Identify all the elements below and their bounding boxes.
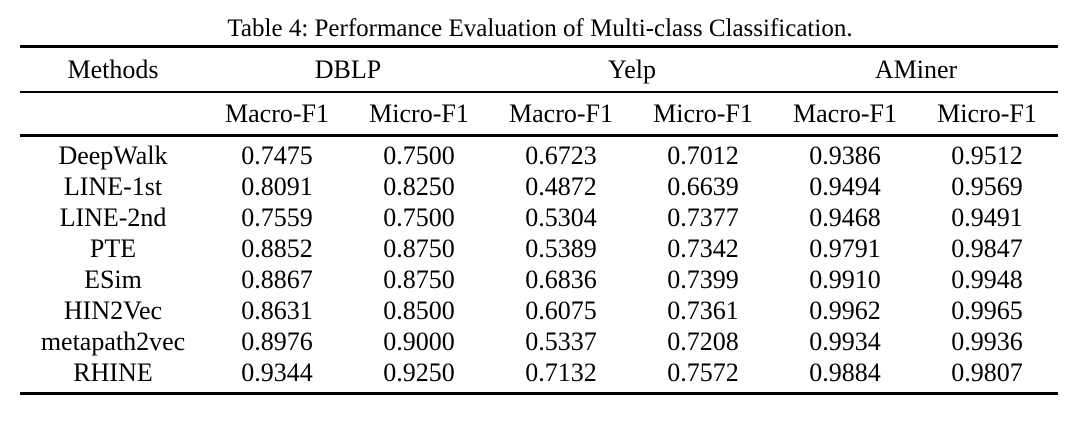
metric-value: 0.8867 [241, 264, 313, 294]
metric-value: 0.9494 [809, 171, 881, 201]
metric-value: 0.7361 [667, 295, 739, 325]
metric-value: 0.8750 [383, 233, 455, 263]
metric-value: 0.9962 [809, 295, 881, 325]
metric-value: 0.7012 [667, 140, 739, 170]
table-caption: Table 4: Performance Evaluation of Multi… [227, 15, 853, 42]
metric-value: 0.9491 [951, 202, 1023, 232]
method-name: ESim [84, 264, 142, 294]
metric-value: 0.7559 [241, 202, 313, 232]
method-name: PTE [89, 233, 137, 263]
metric-value: 0.9386 [809, 140, 881, 170]
table-container: Methods DBLP Yelp AMiner Macro-F1 Micro-… [20, 45, 1059, 395]
metric-value: 0.9948 [951, 264, 1023, 294]
metric-value: 0.9468 [809, 202, 881, 232]
method-name: HIN2Vec [63, 295, 163, 325]
method-name: metapath2vec [40, 326, 186, 356]
metric-value: 0.5304 [525, 202, 597, 232]
metric-value: 0.6836 [525, 264, 597, 294]
metric-value: 0.9884 [809, 357, 881, 387]
metric-header-row: Macro-F1 Micro-F1 Macro-F1 Micro-F1 Macr… [20, 92, 1059, 137]
table-row: ESim 0.8867 0.8750 0.6836 0.7399 0.9910 0.9948 [20, 264, 1058, 295]
table-row: DeepWalk 0.7475 0.7500 0.6723 0.7012 0.9386 0.… [20, 136, 1058, 172]
metric-value: 0.7342 [667, 233, 739, 263]
table-row: LINE-2nd 0.7559 0.7500 0.5304 0.7377 0.9468 0.… [20, 202, 1058, 233]
metric-header-dblp-macro: Macro-F1 [206, 92, 348, 137]
metric-value: 0.8852 [241, 233, 313, 263]
metric-value: 0.7475 [241, 140, 313, 170]
empty-corner-cell [20, 92, 206, 137]
metric-value: 0.6723 [525, 140, 597, 170]
metric-value: 0.8250 [383, 171, 455, 201]
metric-value: 0.9910 [809, 264, 881, 294]
metric-value: 0.9512 [951, 140, 1023, 170]
metric-header-yelp-macro: Macro-F1 [490, 92, 632, 137]
metric-value: 0.9965 [951, 295, 1023, 325]
metric-value: 0.9250 [383, 357, 455, 387]
metric-value: 0.8976 [241, 326, 313, 356]
metric-value: 0.7208 [667, 326, 739, 356]
metric-value: 0.4872 [525, 171, 597, 201]
metric-value: 0.7399 [667, 264, 739, 294]
metric-value: 0.7132 [525, 357, 597, 387]
method-name: DeepWalk [58, 140, 168, 170]
metric-value: 0.5389 [525, 233, 597, 263]
metric-value: 0.8500 [383, 295, 455, 325]
metric-value: 0.9936 [951, 326, 1023, 356]
metric-value: 0.5337 [525, 326, 597, 356]
metric-value: 0.7500 [383, 140, 455, 170]
method-name: LINE-1st [63, 171, 163, 201]
metric-value: 0.9807 [951, 357, 1023, 387]
metric-value: 0.9791 [809, 233, 881, 263]
table-row: PTE 0.8852 0.8750 0.5389 0.7342 0.9791 0.9847 [20, 233, 1058, 264]
metric-value: 0.6639 [667, 171, 739, 201]
metric-value: 0.9344 [241, 357, 313, 387]
metric-header-yelp-micro: Micro-F1 [632, 92, 774, 137]
table-row: LINE-1st 0.8091 0.8250 0.4872 0.6639 0.9494 0.… [20, 171, 1058, 202]
method-name: LINE-2nd [59, 202, 167, 232]
metric-header-aminer-macro: Macro-F1 [774, 92, 916, 137]
table-row: metapath2vec 0.8976 0.9000 0.5337 0.7208 0.99… [20, 326, 1058, 357]
methods-header: Methods [20, 46, 206, 93]
metric-value: 0.7500 [383, 202, 455, 232]
metric-value: 0.9847 [951, 233, 1023, 263]
group-header-yelp: Yelp [490, 46, 774, 93]
metric-value: 0.9934 [809, 326, 881, 356]
metric-value: 0.8750 [383, 264, 455, 294]
method-name: RHINE [73, 357, 153, 387]
table-row: HIN2Vec 0.8631 0.8500 0.6075 0.7361 0.9962 0.9… [20, 295, 1058, 326]
metric-value: 0.6075 [525, 295, 597, 325]
metric-value: 0.9000 [383, 326, 455, 356]
results-table: Methods DBLP Yelp AMiner Macro-F1 Micro-… [20, 45, 1059, 395]
group-header-row: Methods DBLP Yelp AMiner [20, 46, 1059, 93]
table-body: DeepWalk 0.7475 0.7500 0.6723 0.7012 0.9386 0.… [20, 136, 1058, 394]
metric-value: 0.9569 [951, 171, 1023, 201]
group-header-dblp: DBLP [206, 46, 490, 93]
metric-value: 0.8631 [241, 295, 313, 325]
metric-value: 0.7377 [667, 202, 739, 232]
metric-header-aminer-micro: Micro-F1 [916, 92, 1059, 137]
group-header-aminer: AMiner [774, 46, 1059, 93]
metric-value: 0.8091 [241, 171, 313, 201]
table-row: RHINE 0.9344 0.9250 0.7132 0.7572 0.9884 0.980… [20, 357, 1058, 394]
metric-value: 0.7572 [667, 357, 739, 387]
metric-header-dblp-micro: Micro-F1 [348, 92, 490, 137]
